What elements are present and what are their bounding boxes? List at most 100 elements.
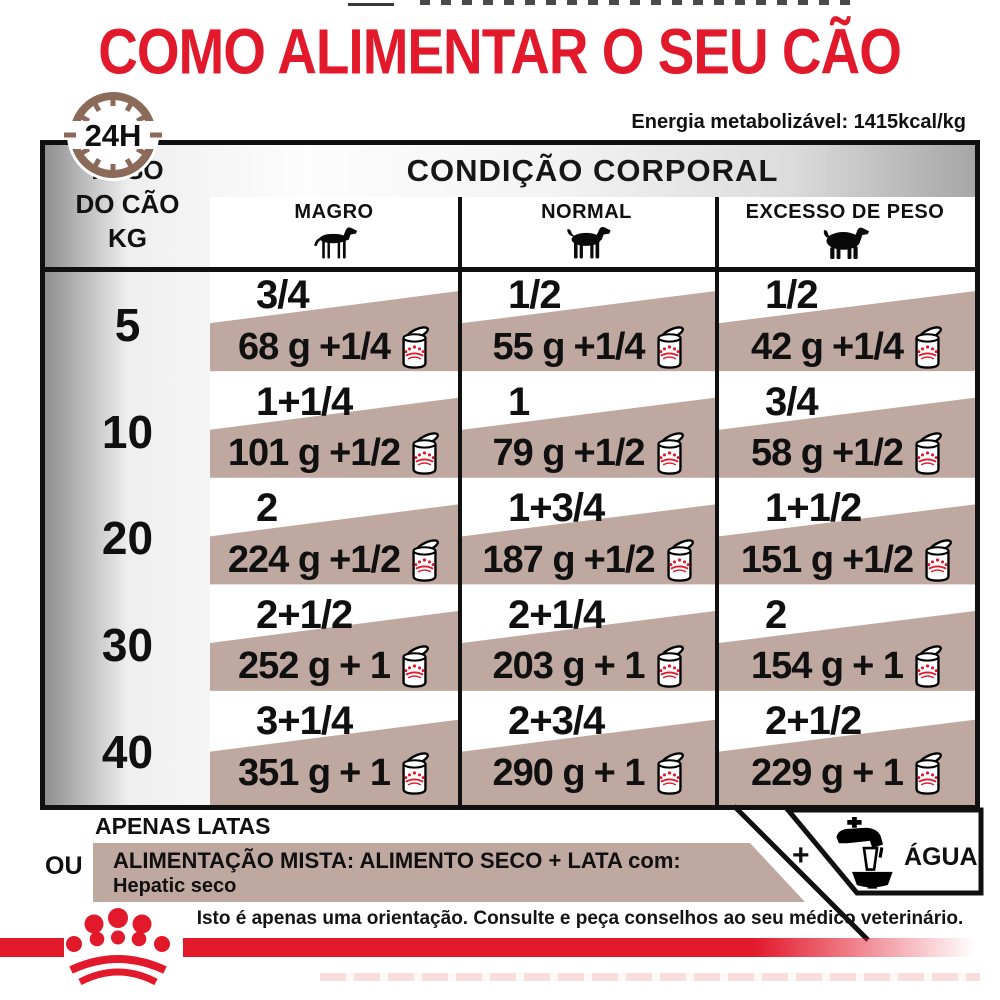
table-row-40kg: 40 3+1/4 351 g + 1 2+3/4 290 g + 1 <box>45 698 975 805</box>
cropped-print-fragment-line <box>348 3 394 6</box>
column-divider <box>458 197 462 805</box>
dog-normal-icon <box>561 225 613 261</box>
table-row-5kg: 5 3/4 68 g +1/4 1/2 55 g +1/4 <box>45 272 975 379</box>
can-icon <box>399 325 430 370</box>
mixed-ration-value: 187 g +1/2 <box>462 538 715 583</box>
cans-only-value: 2+1/2 <box>256 592 353 637</box>
page-title: COMO ALIMENTAR O SEU CÃO <box>98 15 903 87</box>
mixed-feeding-label: ALIMENTAÇÃO MISTA: ALIMENTO SECO + LATA … <box>113 848 681 873</box>
or-label: OU <box>45 852 83 880</box>
weight-value: 20 <box>101 512 154 565</box>
column-header-excesso: EXCESSO DE PESO <box>715 197 975 267</box>
mixed-ration-value: 154 g + 1 <box>719 644 975 689</box>
cropped-print-fragments <box>420 0 856 5</box>
can-icon <box>654 644 685 689</box>
table-rows: 5 3/4 68 g +1/4 1/2 55 g +1/4 <box>45 272 975 805</box>
mixed-ration-value: 55 g +1/4 <box>462 325 715 370</box>
faded-print-artifact <box>320 973 980 981</box>
table-row-20kg: 20 2 224 g +1/2 1+3/4 187 g +1/2 <box>45 485 975 592</box>
can-icon <box>399 751 430 796</box>
table-cells-background <box>210 197 975 805</box>
condition-column-headers: MAGRO NORMAL EXCESSO DE PESO <box>210 197 975 267</box>
royal-canin-crown-logo <box>66 908 170 986</box>
feeding-cell: 3/4 68 g +1/4 <box>210 272 458 379</box>
can-icon <box>654 325 685 370</box>
cans-only-label: APENAS LATAS <box>95 813 271 839</box>
plus-sign: + <box>792 839 810 872</box>
water-label: ÁGUA <box>904 843 978 871</box>
can-icon <box>409 538 440 583</box>
cans-only-value: 2 <box>256 486 278 531</box>
feeding-cell: 2+1/2 229 g + 1 <box>719 698 975 805</box>
mixed-ration-value: 58 g +1/2 <box>719 431 975 476</box>
can-icon <box>912 751 943 796</box>
cans-only-value: 1/2 <box>765 273 819 317</box>
column-header-normal: NORMAL <box>458 197 715 267</box>
feeding-cell: 2+1/2 252 g + 1 <box>210 592 458 699</box>
svg-text:24H: 24H <box>85 118 142 153</box>
weight-value: 5 <box>114 299 141 352</box>
feeding-cell: 2 154 g + 1 <box>719 592 975 699</box>
can-icon <box>654 431 685 476</box>
can-icon <box>409 431 440 476</box>
mixed-ration-value: 351 g + 1 <box>210 751 458 796</box>
cans-only-value: 1+1/2 <box>765 486 862 531</box>
feeding-cell: 2 224 g +1/2 <box>210 485 458 592</box>
weight-value: 40 <box>101 725 154 778</box>
dog-overweight-icon <box>818 225 872 261</box>
mixed-ration-value: 229 g + 1 <box>719 751 975 796</box>
can-icon <box>912 644 943 689</box>
dog-slim-icon <box>308 225 360 261</box>
red-band-left <box>0 938 64 957</box>
can-icon <box>664 538 695 583</box>
can-icon <box>912 325 943 370</box>
column-divider <box>715 197 719 805</box>
feeding-cell: 3/4 58 g +1/2 <box>719 379 975 486</box>
cans-only-value: 1+3/4 <box>508 486 605 531</box>
mixed-ration-value: 252 g + 1 <box>210 644 458 689</box>
feeding-cell: 1/2 42 g +1/4 <box>719 272 975 379</box>
mixed-ration-value: 101 g +1/2 <box>210 431 458 476</box>
cans-only-value: 3/4 <box>765 379 819 424</box>
feeding-cell: 3+1/4 351 g + 1 <box>210 698 458 805</box>
weight-value: 30 <box>101 619 154 672</box>
weight-value: 10 <box>101 405 154 458</box>
cans-only-value: 3+1/4 <box>256 699 353 744</box>
cans-only-value: 2+1/2 <box>765 699 862 744</box>
cans-only-value: 2+3/4 <box>508 699 605 744</box>
mixed-feeding-band: ALIMENTAÇÃO MISTA: ALIMENTO SECO + LATA … <box>93 843 805 902</box>
water-faucet-icon <box>836 817 893 889</box>
body-condition-header: CONDIÇÃO CORPORAL <box>406 153 779 188</box>
table-row-30kg: 30 2+1/2 252 g + 1 2+1/4 203 g + 1 <box>45 592 975 699</box>
mixed-ration-value: 68 g +1/4 <box>210 325 458 370</box>
disclaimer-text: Isto é apenas uma orientação. Consulte e… <box>196 908 964 929</box>
header-separator-line <box>40 267 980 272</box>
metabolizable-energy-label: Energia metabolizável: 1415kcal/kg <box>631 111 966 133</box>
feeding-cell: 1+1/4 101 g +1/2 <box>210 379 458 486</box>
cans-only-value: 1+1/4 <box>256 379 353 424</box>
cans-only-value: 2 <box>765 592 787 637</box>
can-icon <box>912 431 943 476</box>
mixed-feeding-product: Hepatic seco <box>113 875 237 898</box>
mixed-ration-value: 203 g + 1 <box>462 644 715 689</box>
feeding-cell: 2+3/4 290 g + 1 <box>462 698 715 805</box>
feeding-cell: 1+3/4 187 g +1/2 <box>462 485 715 592</box>
clock-24h-icon: 24H <box>64 89 162 181</box>
feeding-cell: 1+1/2 151 g +1/2 <box>719 485 975 592</box>
cans-only-value: 3/4 <box>256 273 310 317</box>
can-icon <box>922 538 953 583</box>
feeding-cell: 1 79 g +1/2 <box>462 379 715 486</box>
mixed-ration-value: 151 g +1/2 <box>719 538 975 583</box>
red-band-right <box>183 938 975 957</box>
cans-only-value: 1 <box>508 379 530 424</box>
mixed-ration-value: 224 g +1/2 <box>210 538 458 583</box>
cans-only-value: 1/2 <box>508 273 562 317</box>
feeding-cell: 1/2 55 g +1/4 <box>462 272 715 379</box>
table-row-10kg: 10 1+1/4 101 g +1/2 1 79 g +1/2 <box>45 379 975 486</box>
cans-only-value: 2+1/4 <box>508 592 605 637</box>
mixed-ration-value: 290 g + 1 <box>462 751 715 796</box>
can-icon <box>654 751 685 796</box>
feeding-table: CONDIÇÃO CORPORAL PESO DO CÃO KG MAGRO N… <box>40 140 980 810</box>
can-icon <box>399 644 430 689</box>
